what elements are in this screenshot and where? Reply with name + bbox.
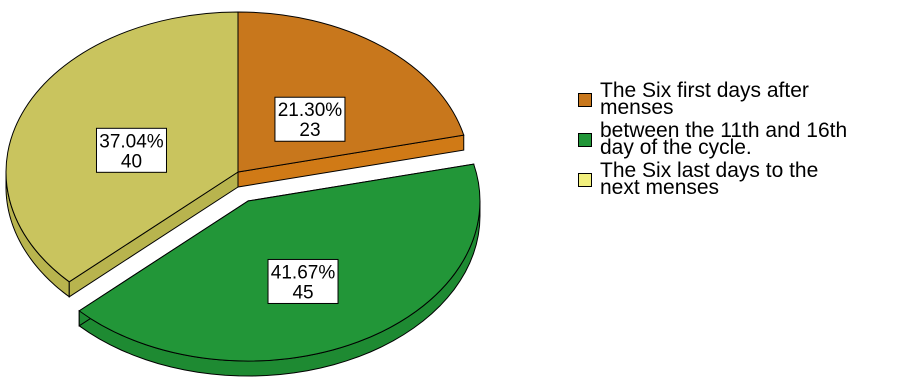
- data-label-percent-last-days: 37.04%: [99, 131, 164, 152]
- data-label-box-first-days: [274, 96, 346, 142]
- legend-swatch-last-days: [578, 173, 592, 187]
- legend-label-first-days-line1: The Six first days after: [600, 79, 809, 102]
- data-label-count-last-days: 40: [121, 151, 142, 172]
- legend-label-last-days-line1: The Six last days to the: [600, 159, 819, 182]
- data-label-percent-11th-16th-day: 41.67%: [271, 262, 336, 283]
- data-label-percent-first-days: 21.30%: [278, 100, 343, 121]
- data-label-count-first-days: 23: [299, 120, 320, 141]
- data-label-box-last-days: [95, 127, 167, 173]
- data-label-11th-16th-day: 41.67%45: [267, 258, 339, 304]
- legend-item-11th-16th-day: between the 11th and 16th day of the cyc…: [578, 119, 896, 159]
- legend-label-11th-16th-day-line2: day of the cycle.: [600, 136, 752, 159]
- legend: The Six first days after menses between …: [578, 79, 896, 202]
- data-label-last-days: 37.04%40: [95, 127, 167, 173]
- slice-labels: 21.30%23 41.67%45 37.04%40: [95, 96, 346, 304]
- data-label-count-11th-16th-day: 45: [292, 282, 313, 303]
- legend-label-last-days-line2: next menses: [600, 176, 720, 199]
- data-label-first-days: 21.30%23: [274, 96, 346, 142]
- legend-swatch-first-days: [578, 93, 592, 107]
- legend-item-first-days: The Six first days after menses: [578, 79, 896, 119]
- legend-label-11th-16th-day-line1: between the 11th and 16th: [600, 119, 848, 142]
- legend-label-first-days-line2: menses: [600, 96, 674, 119]
- data-label-box-11th-16th-day: [267, 258, 339, 304]
- legend-item-last-days: The Six last days to the next menses: [578, 159, 896, 199]
- legend-swatch-11th-16th-day: [578, 133, 592, 147]
